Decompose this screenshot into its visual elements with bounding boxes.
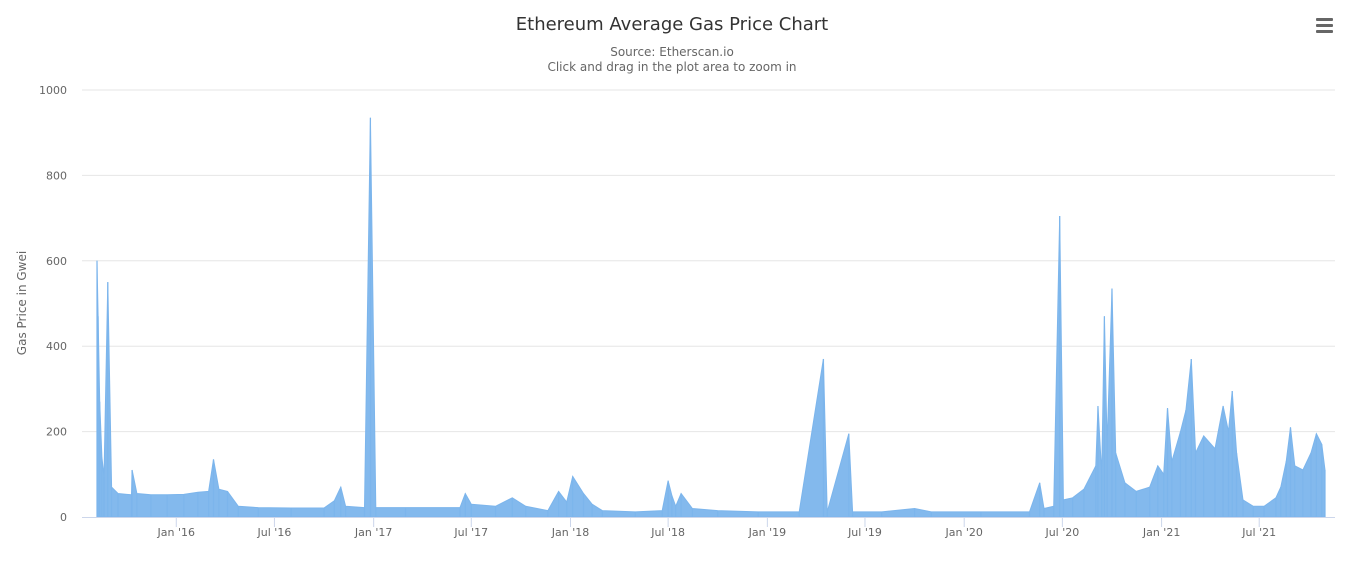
x-tick-label: Jan '21 <box>1142 526 1180 539</box>
y-tick-label: 400 <box>46 340 67 353</box>
x-tick-label: Jan '19 <box>748 526 786 539</box>
y-tick-label: 600 <box>46 255 67 268</box>
series-area <box>96 117 1326 518</box>
x-tick-label: Jul '16 <box>257 526 292 539</box>
chart-subtitle-hint: Click and drag in the plot area to zoom … <box>547 60 796 74</box>
y-axis-title: Gas Price in Gwei <box>15 251 29 355</box>
x-tick-label: Jan '16 <box>157 526 195 539</box>
x-tick-label: Jul '21 <box>1241 526 1276 539</box>
x-tick-label: Jan '20 <box>944 526 982 539</box>
chart-title: Ethereum Average Gas Price Chart <box>516 14 828 35</box>
y-tick-label: 0 <box>60 511 67 524</box>
x-tick-label: Jul '19 <box>847 526 882 539</box>
chart-subtitle-source: Source: Etherscan.io <box>610 45 734 59</box>
x-tick-label: Jan '18 <box>551 526 589 539</box>
grid-lines <box>82 89 1335 433</box>
x-tick-label: Jul '17 <box>453 526 488 539</box>
x-tick-label: Jan '17 <box>354 526 392 539</box>
x-tick-label: Jul '20 <box>1044 526 1079 539</box>
y-tick-label: 800 <box>46 169 67 182</box>
x-tick-label: Jul '18 <box>650 526 685 539</box>
y-tick-label: 1000 <box>39 84 67 97</box>
y-tick-label: 200 <box>46 426 67 439</box>
hamburger-menu-icon <box>1316 18 1333 33</box>
y-axis: 0 200 400 600 800 1000 <box>39 84 67 524</box>
plot-area[interactable] <box>96 117 1326 518</box>
chart-menu-button[interactable] <box>1310 13 1338 37</box>
x-axis <box>82 517 1335 527</box>
x-axis-labels: Jan '16 Jul '16 Jan '17 Jul '17 Jan '18 Jul '… <box>157 526 1277 539</box>
